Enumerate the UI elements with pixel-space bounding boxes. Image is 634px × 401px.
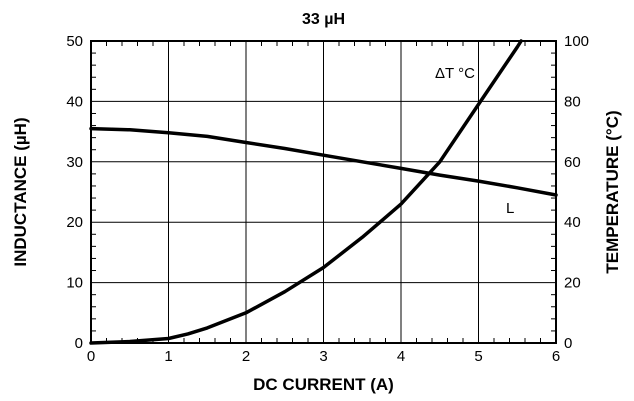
y-left-tick-label: 10 bbox=[66, 275, 83, 292]
x-tick-label: 3 bbox=[319, 348, 327, 365]
y-left-tick-label: 40 bbox=[66, 93, 83, 110]
series-label-L: L bbox=[506, 200, 514, 217]
grid bbox=[91, 41, 556, 343]
y-left-tick-label: 30 bbox=[66, 154, 83, 171]
y-left-tick-label: 50 bbox=[66, 33, 83, 50]
x-tick-label: 6 bbox=[552, 348, 560, 365]
x-tick-label: 0 bbox=[87, 348, 95, 365]
chart-title: 33 µH bbox=[302, 11, 345, 28]
y-left-tick-label: 20 bbox=[66, 214, 83, 231]
y-left-tick-label: 0 bbox=[75, 335, 83, 352]
y-right-tick-label: 20 bbox=[564, 275, 581, 292]
y-right-tick-label: 60 bbox=[564, 154, 581, 171]
y-axis-label-right: TEMPERATURE (°C) bbox=[603, 110, 622, 273]
series-line-inductance bbox=[89, 126, 558, 197]
x-tick-label: 5 bbox=[474, 348, 482, 365]
series-line-temperature bbox=[89, 39, 523, 345]
x-tick-label: 1 bbox=[164, 348, 172, 365]
x-tick-label: 2 bbox=[242, 348, 250, 365]
series-lines bbox=[89, 39, 558, 345]
plot-frame bbox=[90, 40, 557, 344]
x-tick-label: 4 bbox=[397, 348, 405, 365]
y-right-tick-label: 80 bbox=[564, 93, 581, 110]
y-axis-label-left: INDUCTANCE (µH) bbox=[11, 117, 30, 266]
y-right-tick-label: 100 bbox=[564, 33, 589, 50]
series-label-dT: ΔT °C bbox=[435, 65, 475, 82]
y-right-tick-label: 40 bbox=[564, 214, 581, 231]
x-axis-label: DC CURRENT (A) bbox=[253, 375, 394, 394]
y-right-tick-label: 0 bbox=[564, 335, 572, 352]
